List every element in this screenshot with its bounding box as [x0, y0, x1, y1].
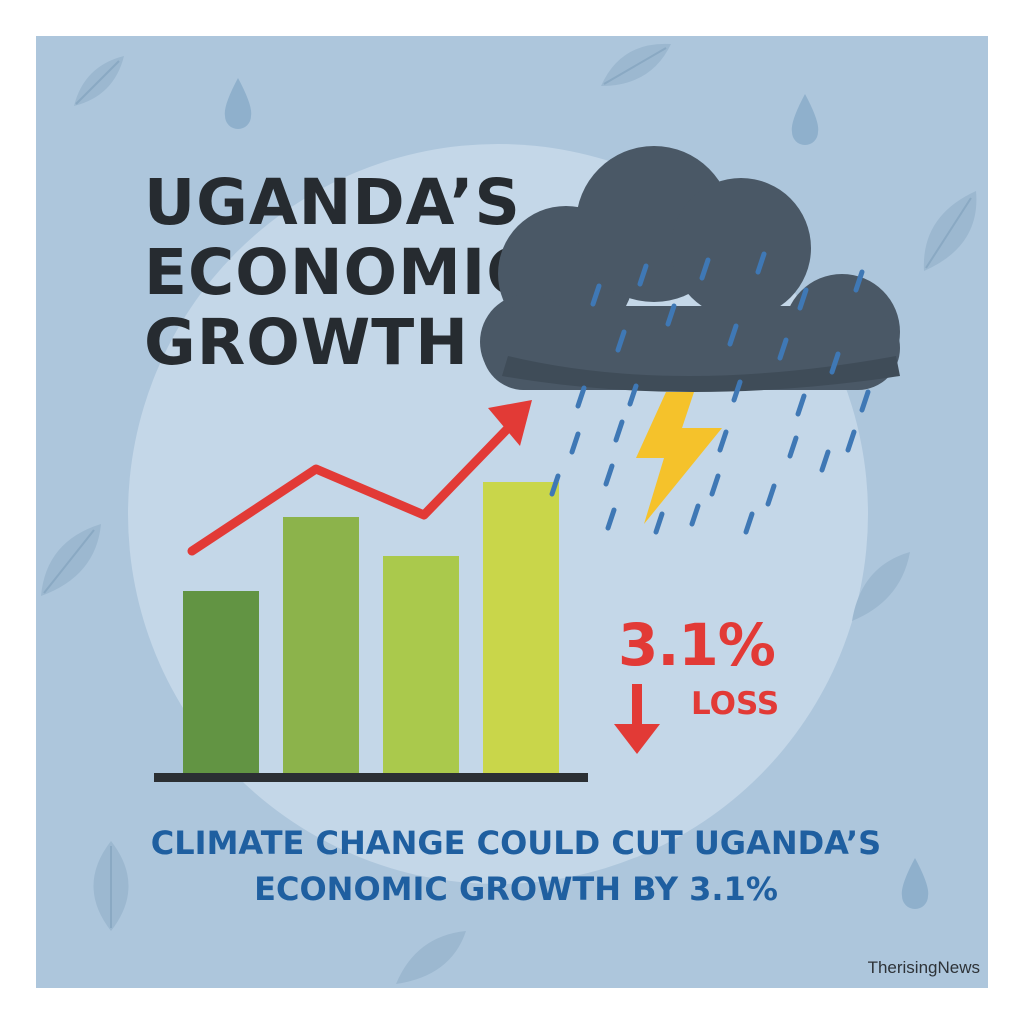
- raindrop-icon: [791, 94, 819, 145]
- bar: [283, 517, 359, 775]
- lightning-bolt-icon: [636, 392, 722, 524]
- loss-value: 3.1%: [618, 611, 776, 679]
- bar: [183, 591, 259, 775]
- title-line: ECONOMIC: [144, 236, 534, 309]
- poster-title: UGANDA’S ECONOMIC GROWTH: [144, 168, 533, 378]
- baseline: [154, 773, 588, 782]
- leaf-icon: [396, 931, 466, 984]
- title-line: UGANDA’S: [144, 166, 521, 239]
- trend-arrow-icon: [187, 400, 532, 556]
- leaf-icon: [923, 191, 977, 271]
- infographic-poster: UGANDA’S ECONOMIC GROWTH: [36, 36, 988, 988]
- raindrop-icon: [224, 78, 252, 129]
- headline-line: CLIMATE CHANGE COULD CUT UGANDA’S: [150, 824, 882, 862]
- leaf-icon: [93, 841, 129, 931]
- illustration: [154, 146, 900, 782]
- leaf-icon: [74, 56, 124, 106]
- leaf-icon: [601, 43, 671, 86]
- storm-cloud-icon: [480, 146, 900, 392]
- source-credit: TherisingNews: [867, 958, 980, 977]
- bar: [483, 482, 559, 775]
- leaf-icon: [852, 552, 910, 621]
- loss-label: LOSS: [691, 686, 780, 722]
- leaf-icon: [41, 524, 101, 596]
- bar: [383, 556, 459, 775]
- rain-streaks: [549, 251, 871, 535]
- title-line: GROWTH: [144, 306, 469, 379]
- down-arrow-icon: [614, 684, 660, 754]
- raindrop-icon: [901, 858, 929, 909]
- headline: CLIMATE CHANGE COULD CUT UGANDA’S ECONOM…: [136, 820, 896, 912]
- headline-line: ECONOMIC GROWTH BY 3.1%: [254, 870, 778, 908]
